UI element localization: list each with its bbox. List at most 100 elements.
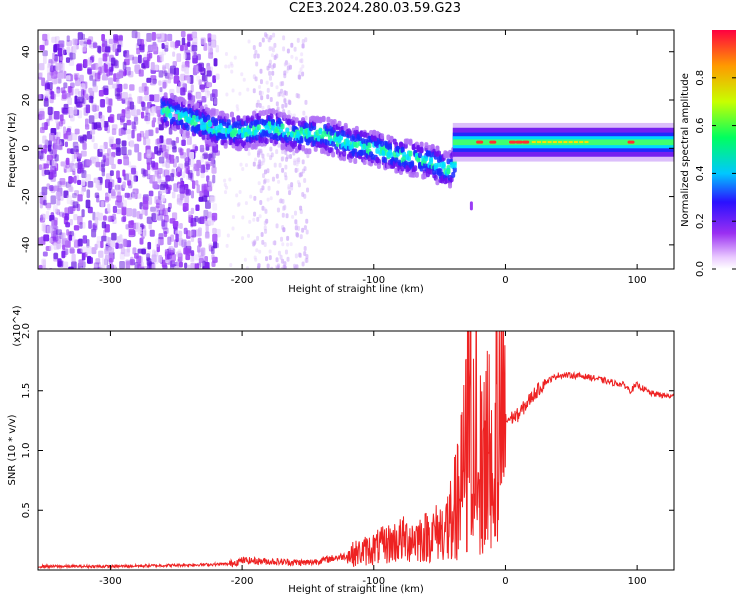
heatmap-cell xyxy=(342,150,347,157)
heatmap-cell xyxy=(348,130,353,137)
heatmap-cell xyxy=(111,128,117,136)
x-tick-label: 100 xyxy=(628,576,647,587)
heatmap-cell xyxy=(305,229,309,235)
heatmap-cell xyxy=(192,51,197,59)
heatmap-cell xyxy=(55,191,61,200)
heatmap-cell xyxy=(143,54,148,61)
heatmap-cell xyxy=(199,118,204,125)
y-tick-label: -20 xyxy=(21,188,32,204)
heatmap-cell xyxy=(174,41,179,49)
heatmap-cell xyxy=(52,93,56,100)
heatmap-cell xyxy=(111,189,116,197)
heatmap-cell xyxy=(208,51,214,59)
heatmap-cell xyxy=(266,87,270,93)
heatmap-cell xyxy=(179,128,184,135)
heatmap-cell xyxy=(297,160,301,165)
heatmap-cell xyxy=(97,261,101,269)
heatmap-cell xyxy=(288,190,292,196)
heatmap-cell xyxy=(42,194,47,202)
heatmap-cell xyxy=(280,266,284,269)
heatmap-cell xyxy=(66,46,71,54)
heatmap-cell xyxy=(38,237,44,245)
heatmap-cell xyxy=(125,66,131,76)
heatmap-cell xyxy=(266,178,270,183)
heatmap-cell xyxy=(109,257,113,266)
heatmap-cell xyxy=(173,183,179,192)
heatmap-cell xyxy=(263,241,267,247)
heatmap-cell xyxy=(104,254,110,260)
y-tick-label: 0 xyxy=(21,145,32,151)
heatmap-cell xyxy=(170,234,175,242)
heatmap-cell xyxy=(285,213,289,219)
heatmap-cell xyxy=(253,53,257,59)
heatmap-cell xyxy=(134,193,138,200)
heatmap-cell xyxy=(238,91,242,96)
heatmap-cell xyxy=(298,70,302,75)
heatmap-cell xyxy=(211,34,217,41)
heatmap-cell xyxy=(147,169,151,178)
heatmap-cell xyxy=(413,165,418,172)
heatmap-cell xyxy=(100,115,105,122)
heatmap-cell xyxy=(380,133,385,140)
heatmap-cell xyxy=(190,256,195,263)
heatmap-cell xyxy=(66,166,71,173)
heatmap-cell xyxy=(283,261,287,267)
heatmap-cell xyxy=(223,178,227,183)
heatmap-cell xyxy=(119,252,125,260)
heatmap-cell xyxy=(299,127,304,134)
heatmap-cell xyxy=(284,90,288,96)
heatmap-cell xyxy=(284,102,288,108)
heatmap-cell xyxy=(201,185,207,194)
heatmap-cell xyxy=(69,52,73,61)
heatmap-cell xyxy=(185,132,190,139)
heatmap-cell xyxy=(123,83,128,90)
heatmap-cell xyxy=(531,141,536,144)
heatmap-cell xyxy=(239,162,243,167)
heatmap-cell xyxy=(258,249,262,254)
heatmap-cell xyxy=(138,86,145,93)
heatmap-cell xyxy=(194,263,200,269)
heatmap-cell xyxy=(77,239,81,247)
heatmap-cell xyxy=(255,248,259,253)
heatmap-cell xyxy=(287,184,291,190)
heatmap-cell xyxy=(149,229,155,237)
heatmap-cell xyxy=(252,241,256,247)
heatmap-cell xyxy=(175,233,179,243)
heatmap-cell xyxy=(176,84,181,94)
x-tick-label: 0 xyxy=(502,275,508,286)
heatmap-cell xyxy=(146,138,151,145)
heatmap-cell xyxy=(266,263,270,269)
heatmap-cell xyxy=(38,93,42,101)
heatmap-cell xyxy=(370,153,375,160)
heatmap-cell xyxy=(263,207,267,212)
heatmap-cell xyxy=(85,104,91,114)
heatmap-cell xyxy=(223,142,228,149)
heatmap-cell xyxy=(289,242,293,247)
heatmap-cell xyxy=(64,141,68,148)
x-tick-label: -100 xyxy=(362,275,385,286)
heatmap-cell xyxy=(109,170,114,176)
heatmap-cell xyxy=(206,181,212,187)
heatmap-cell xyxy=(268,46,272,52)
heatmap-cell xyxy=(73,175,77,184)
heatmap-cell xyxy=(158,123,164,131)
heatmap-cell xyxy=(254,257,258,262)
heatmap-cell xyxy=(268,59,272,65)
heatmap-cell xyxy=(58,72,65,79)
heatmap-cell xyxy=(104,64,108,73)
heatmap-cell xyxy=(104,124,108,131)
heatmap-cell xyxy=(43,163,49,169)
heatmap-cell xyxy=(230,69,234,74)
heatmap-cell xyxy=(171,99,176,106)
heatmap-cell xyxy=(277,179,281,184)
heatmap-cell xyxy=(73,44,77,54)
heatmap-cell xyxy=(181,239,187,248)
heatmap-cell xyxy=(46,33,50,40)
heatmap-cell xyxy=(143,86,149,96)
heatmap-cell xyxy=(146,149,152,159)
heatmap-cell xyxy=(295,264,299,269)
heatmap-cell xyxy=(82,97,86,105)
heatmap-cell xyxy=(59,120,64,127)
heatmap-cell xyxy=(82,142,87,150)
heatmap-cell xyxy=(206,175,210,182)
